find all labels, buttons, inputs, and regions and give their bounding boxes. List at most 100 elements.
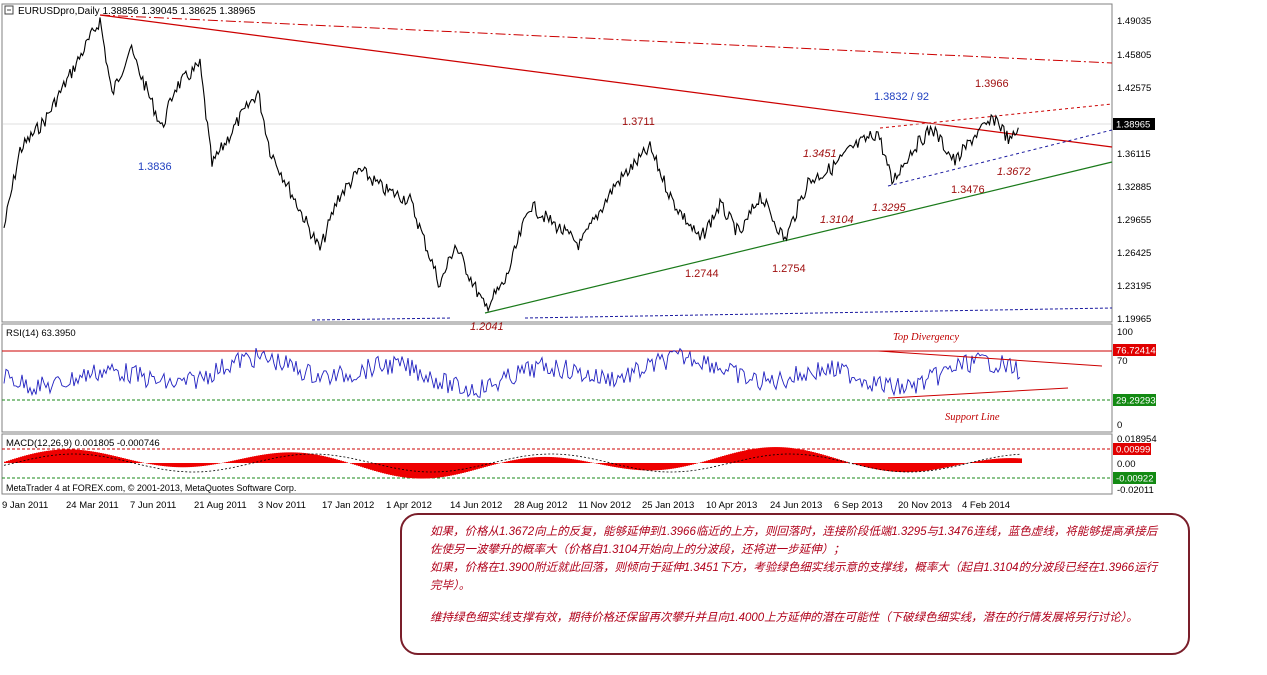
macd-bar [902, 463, 904, 473]
price-tick: 1.23195 [1117, 281, 1151, 292]
macd-bar [358, 463, 360, 467]
macd-bar [688, 463, 690, 466]
macd-bar [802, 449, 804, 463]
macd-bar [830, 456, 832, 463]
commentary-paragraph-1: 如果，价格从1.3672向上的反复，能够延伸到1.3966临近的上方，则回落时，… [430, 526, 1158, 556]
macd-bar [874, 463, 876, 470]
macd-bar [522, 458, 524, 463]
macd-bar [214, 463, 216, 465]
macd-bar [460, 463, 462, 474]
resistance-dashdot-line[interactable] [99, 14, 1113, 64]
macd-bar [346, 462, 348, 463]
macd-bar [610, 463, 612, 467]
macd-bar [336, 459, 338, 463]
macd-bar [546, 456, 548, 463]
rsi-divergence-line[interactable] [877, 350, 1103, 367]
macd-tick: 0.00 [1117, 459, 1136, 470]
macd-bar [88, 450, 90, 463]
macd-bar [162, 463, 164, 467]
macd-bar [686, 463, 688, 466]
price-tick: 1.49035 [1117, 16, 1151, 27]
macd-bar [494, 463, 496, 465]
window-menu-icon[interactable] [4, 5, 14, 15]
macd-bar [330, 457, 332, 463]
macd-bar [48, 450, 50, 463]
macd-bar [608, 463, 610, 466]
platform-footer: MetaTrader 4 at FOREX.com, © 2001-2013, … [6, 483, 296, 493]
macd-bar [752, 448, 754, 463]
macd-bar [958, 463, 960, 465]
macd-bar [790, 447, 792, 463]
macd-bar [92, 451, 94, 463]
macd-bar [374, 463, 376, 471]
macd-bar [866, 463, 868, 468]
macd-bar [748, 449, 750, 463]
macd-bar [294, 452, 296, 463]
macd-bar [190, 463, 192, 468]
macd-bar [24, 455, 26, 463]
macd-bar [50, 450, 52, 463]
macd-bar [116, 456, 118, 463]
label-13836: 1.3836 [138, 161, 172, 173]
label-13104: 1.3104 [820, 214, 854, 226]
bottom-dashed-line-left[interactable] [311, 317, 453, 321]
macd-bar [456, 463, 458, 475]
macd-bar [644, 463, 646, 471]
macd-bar [440, 463, 442, 478]
macd-bar [560, 457, 562, 463]
macd-bar [796, 448, 798, 463]
macd-bar [490, 463, 492, 466]
macd-bar [576, 459, 578, 463]
macd-bar [912, 463, 914, 472]
macd-bar [206, 463, 208, 466]
macd-bar [176, 463, 178, 468]
time-tick: 6 Sep 2013 [834, 500, 883, 510]
macd-bar [38, 452, 40, 463]
macd-bar [10, 459, 12, 463]
macd-bar [258, 455, 260, 463]
macd-bar [926, 463, 928, 471]
macd-bar [342, 461, 344, 463]
macd-bar [150, 463, 152, 465]
macd-bar [62, 449, 64, 463]
macd-bar [354, 463, 356, 465]
rsi-support-line[interactable] [887, 387, 1069, 399]
macd-bar [502, 462, 504, 463]
macd-bar [788, 447, 790, 463]
macd-bar [656, 463, 658, 471]
macd-bar [20, 456, 22, 463]
macd-bar [240, 458, 242, 463]
macd-bar [678, 463, 680, 468]
macd-bar [728, 454, 730, 463]
macd-bar [66, 449, 68, 463]
macd-bar [312, 454, 314, 463]
resistance-line[interactable] [99, 14, 1113, 148]
support-line-green[interactable] [484, 161, 1113, 314]
macd-bar [418, 463, 420, 479]
bottom-dashed-line[interactable] [524, 307, 1113, 319]
macd-bar [30, 454, 32, 463]
macd-bar [384, 463, 386, 474]
macd-tick: -0.02011 [1117, 485, 1154, 496]
blue-dashed-line[interactable] [887, 129, 1113, 187]
macd-bar [110, 455, 112, 463]
macd-bar [352, 463, 354, 465]
price-panel[interactable] [1, 3, 1113, 323]
macd-bar [868, 463, 870, 468]
macd-bar [762, 447, 764, 463]
macd-bar [252, 456, 254, 463]
macd-bar [290, 452, 292, 463]
macd-bar [516, 459, 518, 463]
macd-bar [180, 463, 182, 468]
macd-bar [52, 450, 54, 463]
macd-bar [60, 449, 62, 463]
macd-bar [260, 455, 262, 463]
macd-bar [906, 463, 908, 473]
macd-bar [396, 463, 398, 477]
price-line [3, 17, 1019, 313]
macd-bar [282, 452, 284, 463]
macd-bar [778, 447, 780, 463]
time-tick: 14 Jun 2012 [450, 500, 502, 510]
chart-area[interactable]: EURUSDpro,Daily 1.38856 1.39045 1.38625 … [0, 0, 1267, 510]
macd-bar [284, 452, 286, 463]
